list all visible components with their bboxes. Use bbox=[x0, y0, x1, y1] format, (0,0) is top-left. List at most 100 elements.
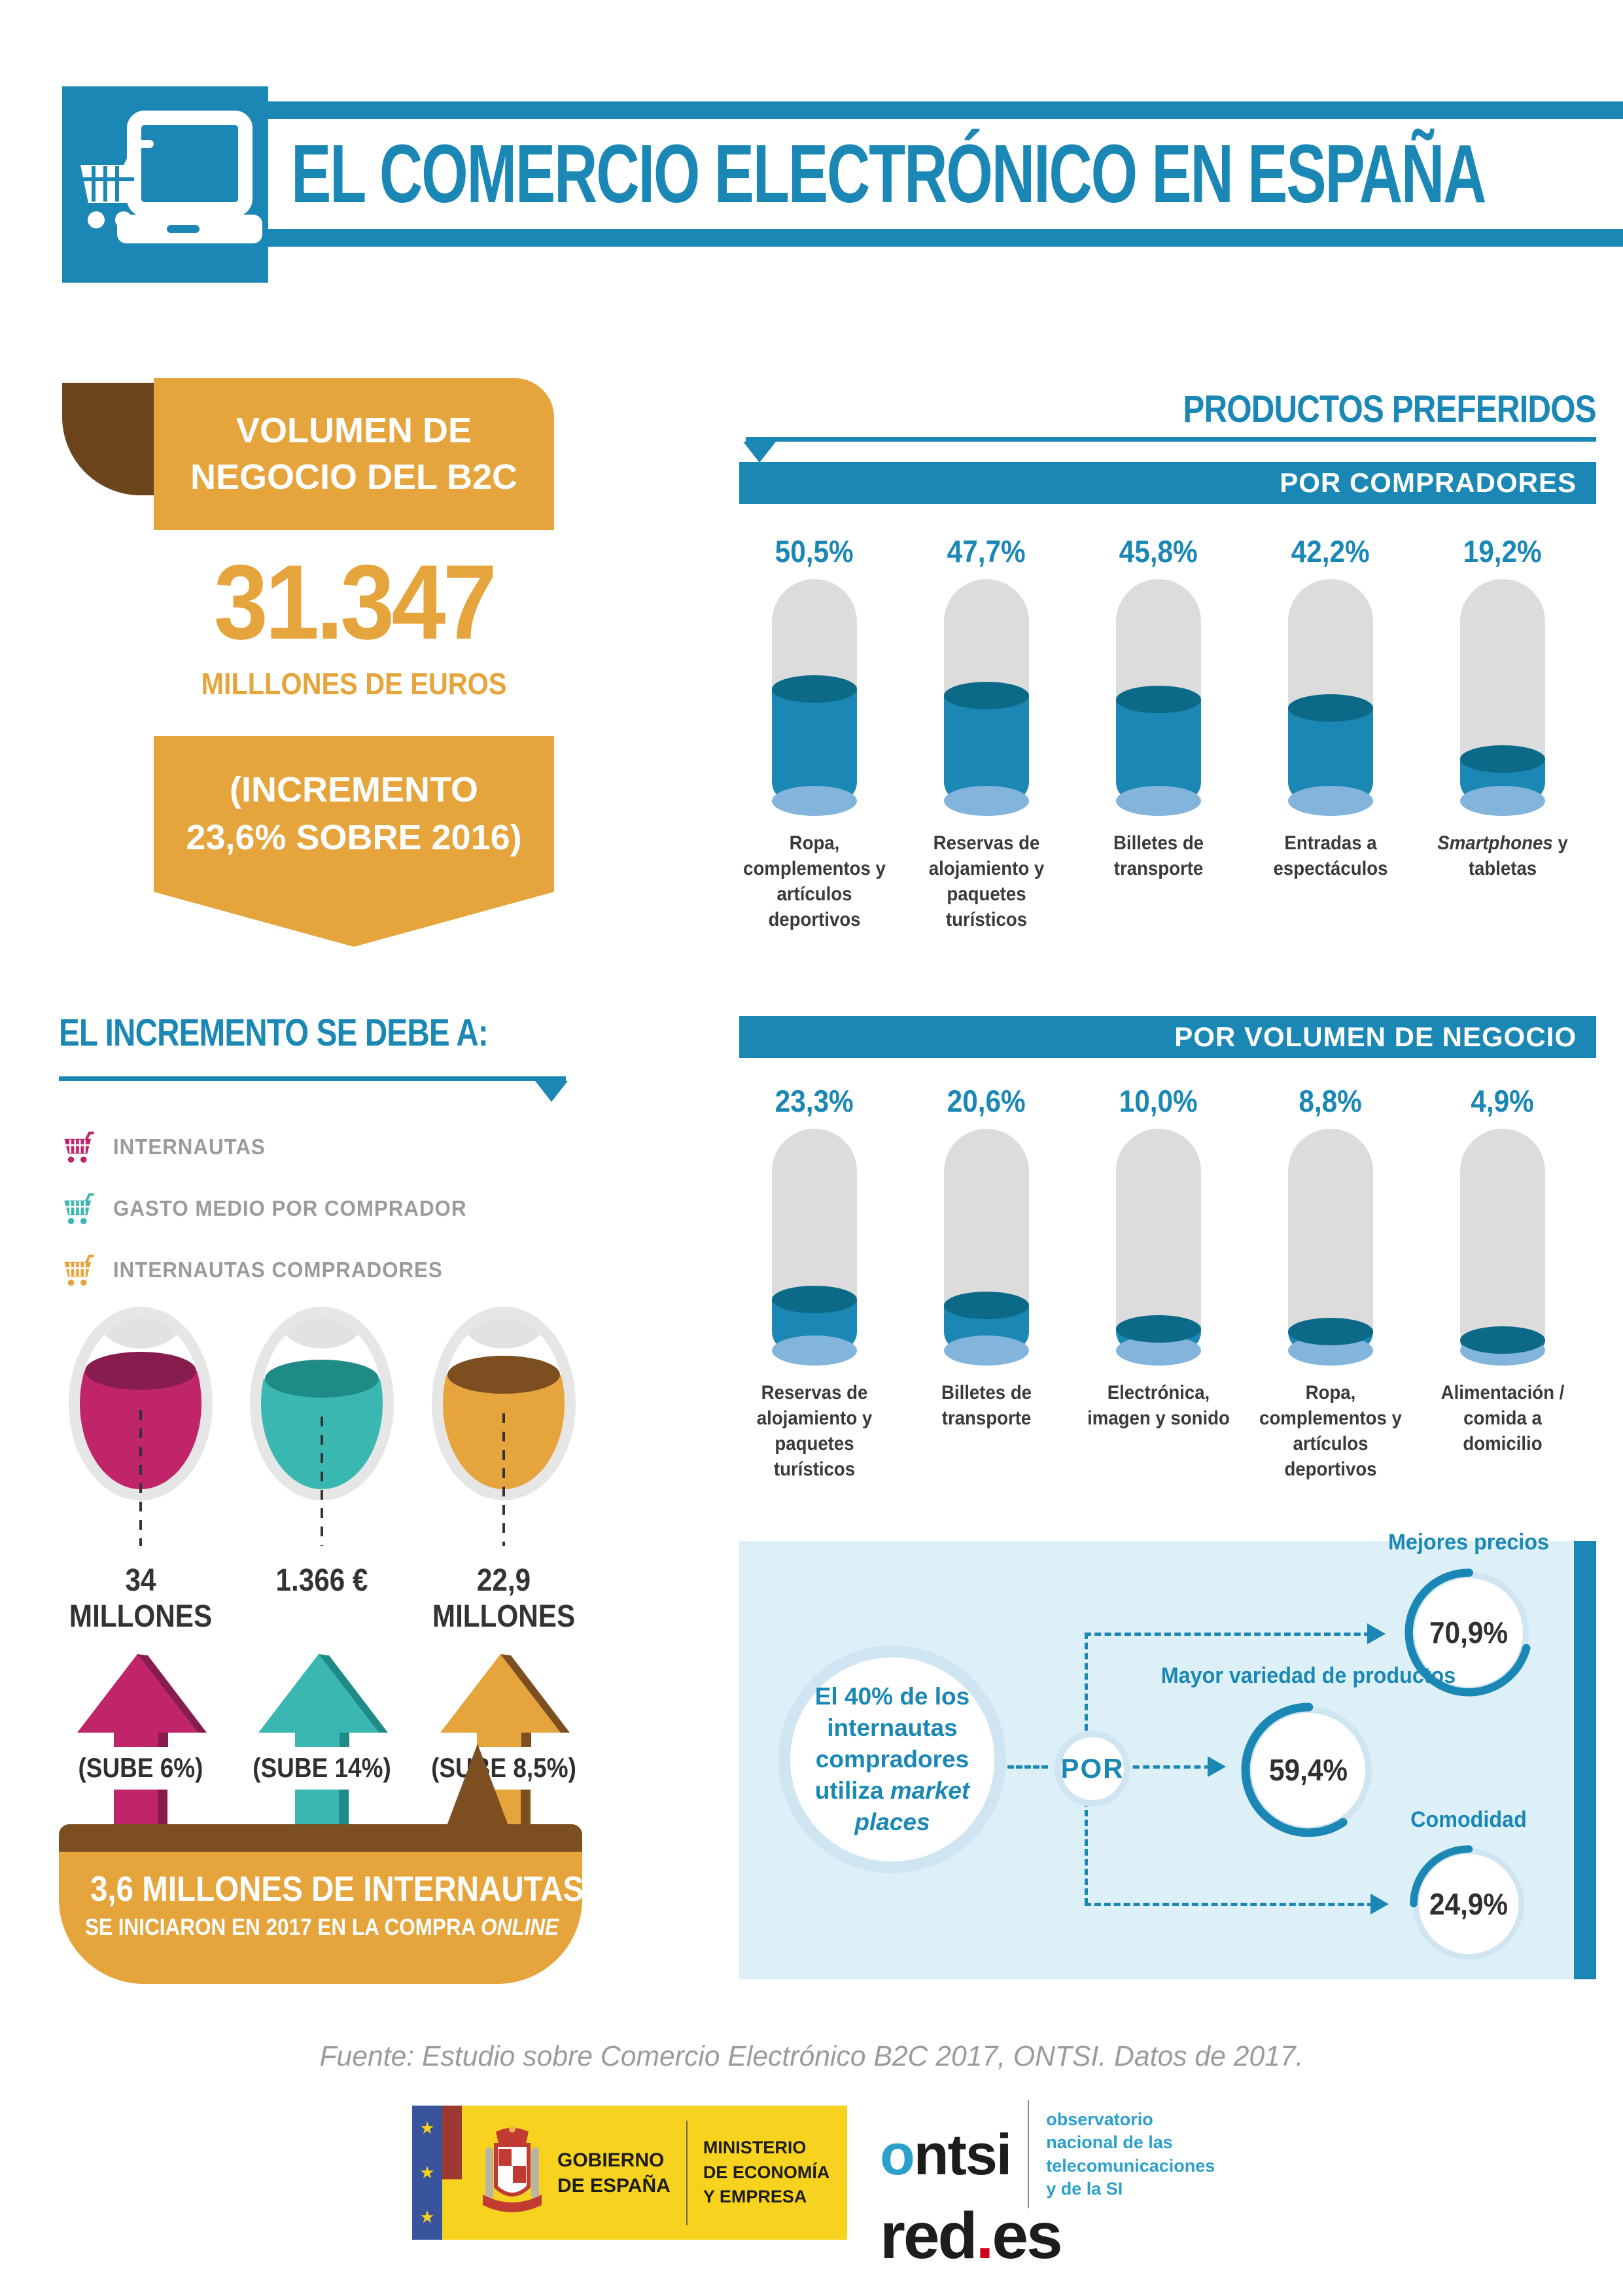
ribbon-note-line2: 23,6% SOBRE 2016) bbox=[186, 818, 522, 857]
glass-gasto-medio bbox=[247, 1305, 397, 1554]
legend-label: GASTO MEDIO POR COMPRADOR bbox=[113, 1196, 467, 1220]
metric-value: 34 bbox=[125, 1563, 156, 1598]
por-node: POR bbox=[1055, 1731, 1130, 1807]
incremento-rule bbox=[59, 1076, 566, 1081]
sube-internautas: (SUBE 6%) bbox=[78, 1752, 203, 1783]
arrow-right-icon bbox=[1208, 1756, 1226, 1777]
banner-line1: 3,6 MILLONES DE INTERNAUTAS bbox=[90, 1869, 584, 1909]
cylinder-compradores-5: 19,2% Smartphones y tabletas bbox=[1417, 533, 1588, 881]
ribbon-note-line1: (INCREMENTO bbox=[229, 770, 478, 810]
metric-internautas-compradores: 22,9 MILLONES bbox=[423, 1563, 584, 1634]
ontsi-description: observatorio nacional de las telecomunic… bbox=[1046, 2110, 1215, 2199]
logo-divider bbox=[1028, 2100, 1030, 2208]
ribbon-tail bbox=[154, 892, 554, 947]
cylinder-tube bbox=[772, 579, 857, 816]
cylinder-compradores-4: 42,2% Entradas a espectáculos bbox=[1245, 533, 1416, 881]
eu-flag-stripe: ★ ★ ★ bbox=[412, 2106, 442, 2240]
donut-value: 70,9% bbox=[1429, 1616, 1509, 1650]
cylinder-tube bbox=[1116, 579, 1201, 816]
category-label: Ropa, complementos y artículos deportivo… bbox=[743, 832, 886, 930]
connector-mid bbox=[1123, 1765, 1211, 1769]
arrow-up-internautas-compradores bbox=[435, 1649, 572, 1750]
metric-internautas: 34 MILLONES bbox=[60, 1563, 221, 1634]
category-label: Billetes de transporte bbox=[1113, 832, 1204, 879]
cylinder-fill bbox=[944, 1291, 1029, 1366]
metric-unit: MILLONES bbox=[432, 1599, 576, 1634]
reason-label-comodidad: Comodidad bbox=[1410, 1807, 1527, 1832]
sube-gasto-medio: (SUBE 14%) bbox=[253, 1752, 391, 1783]
ontsi-logo: ontsi observatorio nacional de las telec… bbox=[880, 2100, 1215, 2208]
cylinder-tube bbox=[944, 579, 1029, 817]
internautas-banner: 3,6 MILLONES DE INTERNAUTAS SE INICIARON… bbox=[59, 1852, 584, 1984]
cylinder-fill bbox=[944, 681, 1029, 817]
cylinder-tube bbox=[1288, 1129, 1373, 1366]
value-label: 19,2% bbox=[1463, 534, 1542, 569]
ribbon-body bbox=[154, 530, 554, 736]
header-icon-box bbox=[62, 86, 268, 283]
value-label: 45,8% bbox=[1119, 534, 1198, 569]
arrow-right-icon bbox=[1367, 1623, 1386, 1644]
incremento-title: EL INCREMENTO SE DEBE A: bbox=[59, 1012, 489, 1054]
donut-value: 59,4% bbox=[1268, 1753, 1348, 1787]
gobierno-logo: ★ ★ ★ GOBIERNO DE ESPAÑA MINISTERIO DE ECO… bbox=[412, 2106, 847, 2240]
laptop-cart-icon bbox=[80, 111, 262, 243]
metric-gasto-medio: 1.366 € bbox=[241, 1563, 402, 1598]
gobierno-text: GOBIERNO DE ESPAÑA bbox=[557, 2149, 671, 2197]
category-label: Reservas de alojamiento y paquetes turís… bbox=[928, 832, 1045, 930]
ribbon-note: (INCREMENTO 23,6% SOBRE 2016) bbox=[154, 736, 554, 892]
connector-down bbox=[1085, 1800, 1088, 1905]
metric-unit: MILLONES bbox=[69, 1599, 213, 1634]
cylinder-tube bbox=[944, 1129, 1029, 1366]
cylinder-tube bbox=[1116, 1129, 1201, 1366]
cylinder-fill bbox=[1116, 686, 1201, 816]
cylinder-volumen-5: 4,9% Alimentación / comida a domicilio bbox=[1417, 1083, 1588, 1457]
ribbon-title-line1: VOLUMEN DE bbox=[236, 410, 472, 450]
cylinder-fill bbox=[772, 1285, 857, 1366]
cylinder-tube bbox=[1460, 579, 1545, 817]
value-label: 42,2% bbox=[1291, 534, 1370, 569]
marketplace-bubble-text: El 40% de los internautas compradores ut… bbox=[814, 1682, 970, 1836]
category-label: Billetes de transporte bbox=[941, 1382, 1032, 1429]
ribbon-fold bbox=[62, 383, 157, 495]
legend-internautas-compradores: INTERNAUTAS COMPRADORES bbox=[62, 1254, 460, 1286]
header-band-bottom bbox=[262, 229, 1623, 247]
cylinder-fill bbox=[1460, 745, 1545, 817]
banner-pointer-icon bbox=[447, 1744, 508, 1826]
productos-rule-arrow-icon bbox=[743, 442, 776, 463]
connector-up bbox=[1085, 1633, 1088, 1731]
ontsi-wordmark: ontsi bbox=[880, 2121, 1012, 2187]
cylinder-compradores-2: 47,7% Reservas de alojamiento y paquetes… bbox=[901, 533, 1072, 932]
ministerio-text: MINISTERIO DE ECONOMÍA Y EMPRESA bbox=[703, 2137, 830, 2207]
cart-glyph bbox=[80, 140, 154, 228]
arrow-up-gasto-medio bbox=[253, 1649, 391, 1750]
reason-label-variedad: Mayor variedad de productos bbox=[1161, 1663, 1456, 1688]
legend-gasto-medio: GASTO MEDIO POR COMPRADOR bbox=[62, 1192, 485, 1225]
glass-internautas-compradores bbox=[428, 1305, 579, 1554]
cylinder-tube bbox=[1460, 1129, 1545, 1366]
value-label: 47,7% bbox=[947, 534, 1026, 569]
category-label: Entradas a espectáculos bbox=[1273, 832, 1388, 879]
page-title: EL COMERCIO ELECTRÓNICO EN ESPAÑA bbox=[291, 128, 1487, 220]
category-label: Ropa, complementos y artículos deportivo… bbox=[1259, 1382, 1402, 1480]
gobierno-field: GOBIERNO DE ESPAÑA MINISTERIO DE ECONOMÍ… bbox=[462, 2106, 847, 2240]
cylinder-tube bbox=[772, 1129, 857, 1366]
banner-line2: SE INICIARON EN 2017 EN LA COMPRA ONLINE bbox=[85, 1915, 559, 1940]
escudo-icon bbox=[483, 2125, 542, 2212]
banner-por-compradores: POR COMPRADORES bbox=[739, 462, 1596, 504]
ribbon-title-line2: NEGOCIO DEL B2C bbox=[190, 457, 518, 497]
cylinder-compradores-1: 50,5% Ropa, complementos y artículos dep… bbox=[729, 533, 900, 932]
donut-variedad: 59,4% bbox=[1240, 1701, 1377, 1839]
b2c-volume-value: 31.347 bbox=[213, 543, 497, 662]
logo-divider bbox=[686, 2120, 688, 2225]
donut-comodidad: 24,9% bbox=[1408, 1844, 1529, 1964]
cylinder-tube bbox=[1288, 579, 1373, 817]
cylinder-compradores-3: 45,8% Billetes de transporte bbox=[1073, 533, 1244, 881]
marketplace-panel-stripe bbox=[1574, 1541, 1596, 1979]
metric-value: 1.366 € bbox=[275, 1563, 368, 1598]
cylinder-fill bbox=[1116, 1315, 1201, 1366]
value-label: 50,5% bbox=[775, 534, 854, 569]
cylinder-volumen-3: 10,0% Electrónica, imagen y sonido bbox=[1073, 1083, 1244, 1431]
cart-icon bbox=[64, 1131, 94, 1163]
productos-rule bbox=[746, 437, 1596, 442]
